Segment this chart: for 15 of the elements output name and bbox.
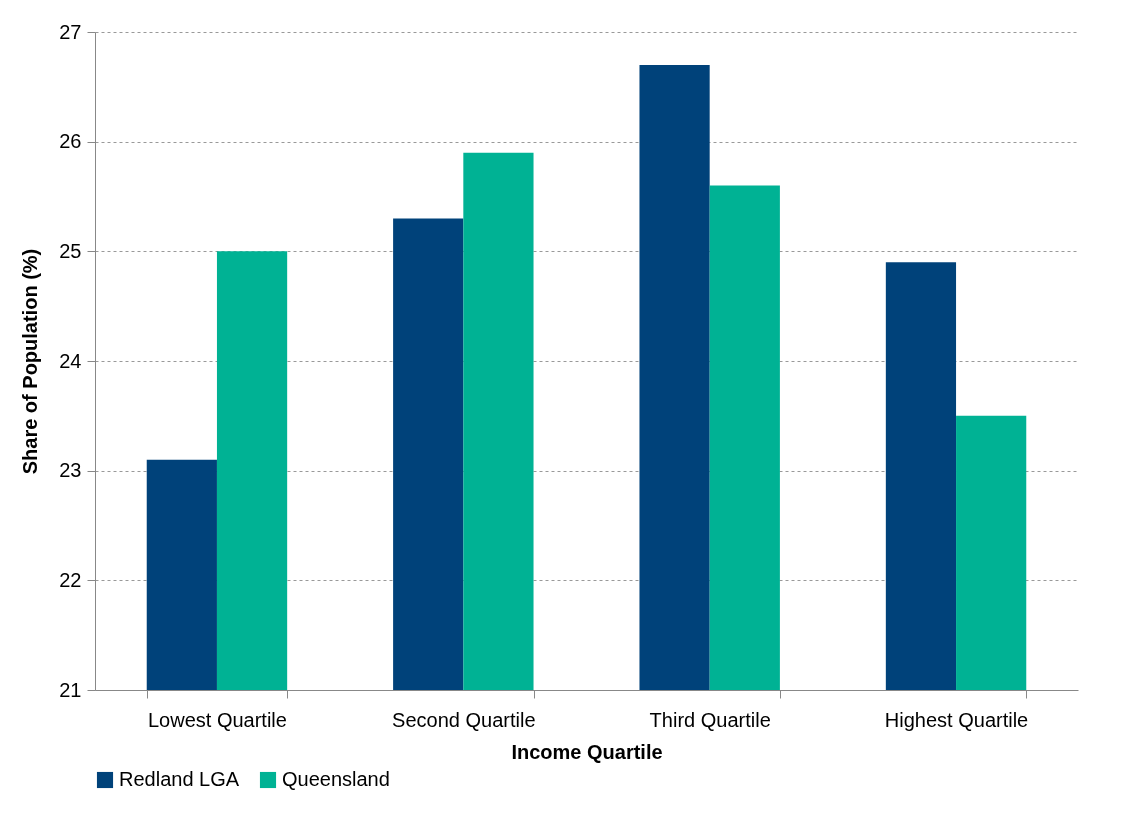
x-tick-label: Lowest Quartile (147, 708, 287, 731)
y-tick-label: 22 (59, 568, 82, 591)
x-axis-title: Income Quartile (511, 740, 663, 763)
legend-label: Redland LGA (119, 768, 240, 790)
y-tick-label: 21 (59, 678, 82, 701)
x-tick-label: Second Quartile (392, 708, 536, 731)
y-axis-title: Share of Population (%) (19, 248, 42, 475)
y-tick-label: 25 (59, 239, 82, 262)
y-tick-label: 23 (59, 459, 82, 482)
legend-label: Queensland (282, 768, 390, 790)
y-tick-label: 27 (59, 20, 82, 43)
x-tick-label: Third Quartile (649, 708, 771, 731)
y-tick-label: 24 (59, 349, 82, 372)
x-tick-label: Highest Quartile (884, 708, 1029, 731)
y-tick-label: 26 (59, 130, 82, 153)
